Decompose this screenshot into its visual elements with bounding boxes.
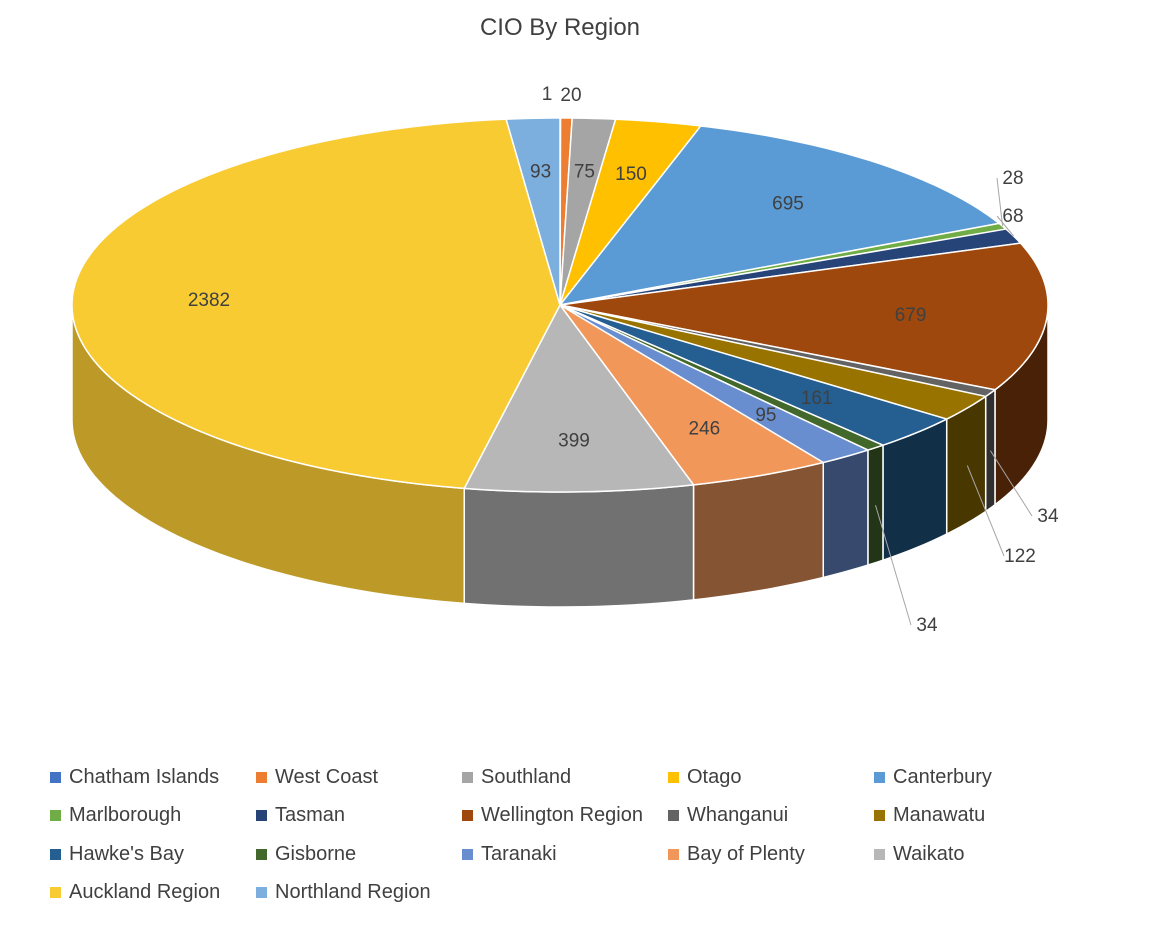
legend-swatch xyxy=(874,810,885,821)
pie-side-manawatu xyxy=(945,395,987,536)
pie-slice-northland-region xyxy=(505,117,561,306)
leader-line-marlborough xyxy=(996,177,1004,227)
legend-item-southland: Southland xyxy=(462,762,571,792)
legend-label: Canterbury xyxy=(893,765,992,788)
pie-slice-hawke-s-bay xyxy=(559,304,948,446)
legend-swatch xyxy=(50,848,61,860)
legend-label: Gisborne xyxy=(275,842,357,865)
pie-slice-manawatu xyxy=(559,304,987,420)
data-label-gisborne: 34 xyxy=(916,615,938,636)
legend-label: Taranaki xyxy=(481,842,557,865)
data-label-west-coast: 20 xyxy=(560,85,581,106)
legend-swatch xyxy=(668,848,679,860)
legend-swatch xyxy=(462,848,473,860)
legend-item-northland-region: Northland Region xyxy=(256,878,431,908)
legend-item-whanganui: Whanganui xyxy=(668,801,788,831)
legend-label: Manawatu xyxy=(893,804,986,826)
legend-swatch xyxy=(256,810,267,821)
legend-swatch xyxy=(668,810,679,821)
data-label-auckland-region: 2382 xyxy=(188,290,230,311)
legend-label: Chatham Islands xyxy=(69,765,220,788)
legend-label: Tasman xyxy=(275,804,346,826)
legend-label: West Coast xyxy=(275,765,378,788)
data-label-taranaki: 95 xyxy=(755,405,776,426)
legend-swatch xyxy=(256,771,267,783)
legend-item-chatham-islands: Chatham Islands xyxy=(50,762,219,792)
legend-item-tasman: Tasman xyxy=(256,801,345,831)
pie-side-gisborne xyxy=(867,444,884,567)
legend-label: Southland xyxy=(481,765,572,788)
legend-item-wellington-region: Wellington Region xyxy=(462,801,643,831)
data-label-northland-region: 93 xyxy=(530,162,551,183)
legend-swatch xyxy=(668,771,679,783)
legend-label: Marlborough xyxy=(69,804,182,826)
leader-line-whanganui xyxy=(989,450,1033,517)
legend-swatch xyxy=(462,810,473,821)
legend-swatch xyxy=(874,771,885,783)
legend-label: Hawke's Bay xyxy=(69,842,184,865)
legend-item-otago: Otago xyxy=(668,762,741,792)
pie-side-taranaki xyxy=(822,449,869,579)
legend-item-bay-of-plenty: Bay of Plenty xyxy=(668,839,805,869)
pie-slice-waikato xyxy=(463,304,695,493)
pie-side-whanganui xyxy=(984,388,996,513)
legend-item-canterbury: Canterbury xyxy=(874,762,992,792)
data-label-otago: 150 xyxy=(615,164,647,185)
legend-label: Whanganui xyxy=(687,804,789,826)
data-label-marlborough: 28 xyxy=(1002,168,1023,189)
legend-label: Waikato xyxy=(893,842,965,865)
legend-label: Wellington Region xyxy=(481,804,643,826)
pie-slice-auckland-region xyxy=(71,118,561,490)
legend-item-hawke-s-bay: Hawke's Bay xyxy=(50,839,184,869)
pie-side-waikato xyxy=(463,484,695,608)
legend-item-marlborough: Marlborough xyxy=(50,801,181,831)
legend-swatch xyxy=(50,771,61,783)
legend-label: Otago xyxy=(687,765,742,788)
legend-item-west-coast: West Coast xyxy=(256,762,378,792)
pie-slice-otago xyxy=(559,118,702,306)
chart-title: CIO By Region xyxy=(479,14,641,41)
legend-swatch xyxy=(256,848,267,860)
legend-item-waikato: Waikato xyxy=(874,839,965,869)
data-label-whanganui: 34 xyxy=(1037,506,1059,527)
leader-line-tasman xyxy=(996,215,1014,237)
legend-swatch xyxy=(874,848,885,860)
legend-swatch xyxy=(462,771,473,783)
pie-slice-taranaki xyxy=(559,304,869,464)
legend-item-gisborne: Gisborne xyxy=(256,839,356,869)
data-label-hawke-s-bay: 161 xyxy=(801,388,833,409)
data-label-tasman: 68 xyxy=(1002,206,1023,227)
pie-tops xyxy=(71,117,1049,493)
leader-line-gisborne xyxy=(875,505,912,626)
legend-item-auckland-region: Auckland Region xyxy=(50,878,220,908)
data-label-canterbury: 695 xyxy=(772,194,804,215)
legend-label: Northland Region xyxy=(275,881,431,903)
pie-slice-canterbury xyxy=(559,125,1000,306)
data-label-wellington-region: 679 xyxy=(895,305,927,326)
legend-swatch xyxy=(50,810,61,821)
legend-item-taranaki: Taranaki xyxy=(462,839,557,869)
data-label-southland: 75 xyxy=(574,162,595,183)
leader-line-manawatu xyxy=(966,465,1005,557)
legend-label: Auckland Region xyxy=(69,881,221,903)
pie-slice-wellington-region xyxy=(559,242,1049,391)
legend-item-manawatu: Manawatu xyxy=(874,801,985,831)
data-label-manawatu: 122 xyxy=(1004,546,1036,567)
pie-slice-bay-of-plenty xyxy=(559,304,825,486)
data-label-chatham-islands: 1 xyxy=(542,84,553,105)
data-label-bay-of-plenty: 246 xyxy=(689,419,721,440)
legend-label: Bay of Plenty xyxy=(687,842,805,865)
data-label-waikato: 399 xyxy=(558,431,590,452)
legend-swatch xyxy=(50,887,61,898)
legend-swatch xyxy=(256,887,267,898)
